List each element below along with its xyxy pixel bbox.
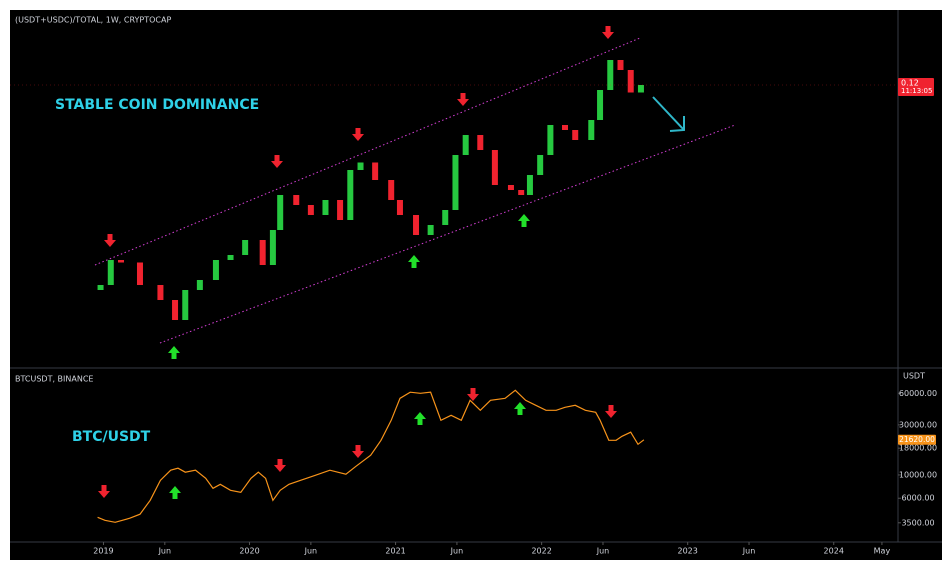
candle-body xyxy=(627,70,634,93)
candle-body xyxy=(172,300,179,320)
price-line xyxy=(97,389,645,523)
candle-body xyxy=(637,85,644,93)
axis-unit: USDT xyxy=(903,372,925,381)
y-tick-label: 18000.00 xyxy=(899,444,937,453)
candle-body xyxy=(97,285,104,290)
candle-body xyxy=(477,135,484,150)
candle-body xyxy=(588,120,595,140)
y-tick-label: 30000.00 xyxy=(899,420,937,429)
annotation: BTC/USDT xyxy=(72,429,151,445)
candle-body xyxy=(372,162,379,180)
x-tick-label: 2022 xyxy=(531,547,551,556)
candle-body xyxy=(547,125,554,155)
projection-arrow xyxy=(652,96,685,132)
candle-body xyxy=(293,195,300,205)
candle-body xyxy=(526,175,533,195)
y-tick-label: 3500.00 xyxy=(901,518,934,527)
x-tick-label: Jun xyxy=(742,547,756,556)
candle-body xyxy=(337,200,344,220)
candle-body xyxy=(307,205,314,215)
y-tick-label: 60000.00 xyxy=(899,389,937,398)
candle-body xyxy=(462,135,469,155)
candle-body xyxy=(537,155,544,175)
candle-body xyxy=(357,162,364,170)
candle-body xyxy=(269,230,276,265)
candle-body xyxy=(118,260,124,263)
candle-body xyxy=(259,240,266,265)
candle-body xyxy=(182,290,189,320)
annotation: STABLE COIN DOMINANCE xyxy=(55,97,259,113)
x-tick-label: 2021 xyxy=(385,547,405,556)
candle-body xyxy=(442,210,449,225)
x-tick-label: 2019 xyxy=(93,547,113,556)
x-tick-label: 2024 xyxy=(824,547,844,556)
x-tick-label: 2020 xyxy=(239,547,259,556)
y-tick-label: 6000.00 xyxy=(901,494,934,503)
candle-body xyxy=(212,260,219,280)
candle-body xyxy=(388,180,395,200)
candle-body xyxy=(157,285,164,300)
last-price-label: 0.12 xyxy=(901,79,919,88)
chart-background xyxy=(10,10,942,560)
candle-body xyxy=(322,200,329,215)
channel-lower xyxy=(159,124,736,344)
candle-body xyxy=(227,255,234,260)
candle-body xyxy=(617,60,624,70)
chart-title: (USDT+USDC)/TOTAL, 1W, CRYPTOCAP xyxy=(15,16,171,25)
candle-body xyxy=(242,240,249,255)
candle-body xyxy=(491,150,498,185)
candle-body xyxy=(597,90,604,120)
candle-body xyxy=(572,130,579,140)
candle-body xyxy=(277,195,284,230)
price-tag xyxy=(898,78,934,96)
candle-body xyxy=(607,60,614,90)
candle-body xyxy=(413,215,420,235)
candle-body xyxy=(518,190,525,195)
candle-body xyxy=(452,155,459,210)
x-tick-label: Jun xyxy=(596,547,610,556)
last-value-label: 21620.00 xyxy=(899,435,935,444)
x-tick-label: Jun xyxy=(304,547,318,556)
x-tick-label: 2023 xyxy=(678,547,698,556)
candle-body xyxy=(396,200,403,215)
candle-body xyxy=(507,185,514,190)
candle-body xyxy=(562,125,568,130)
x-tick-label: Jun xyxy=(158,547,172,556)
chart-title: BTCUSDT, BINANCE xyxy=(15,375,94,384)
candle-body xyxy=(427,225,434,235)
candle-body xyxy=(347,170,354,220)
x-tick-label: May xyxy=(874,547,891,556)
candle-body xyxy=(107,260,114,285)
y-tick-label: 10000.00 xyxy=(899,470,937,479)
candle-body xyxy=(136,262,143,285)
price-tag xyxy=(898,434,936,445)
x-tick-label: Jun xyxy=(450,547,464,556)
countdown: 11:13:05 xyxy=(901,87,932,95)
candle-body xyxy=(196,280,203,290)
